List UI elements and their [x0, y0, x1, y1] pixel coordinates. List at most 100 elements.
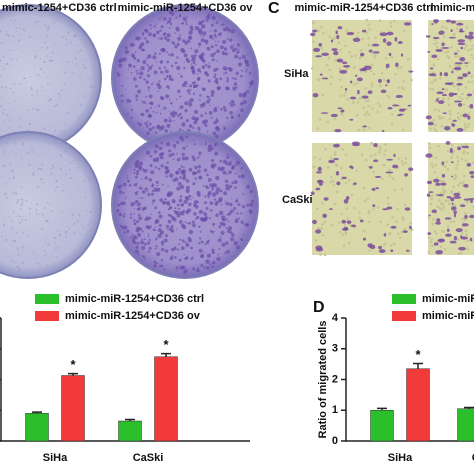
colony [178, 243, 181, 245]
cell [453, 210, 457, 214]
colony [125, 88, 127, 91]
colony [53, 21, 55, 24]
colony [180, 170, 184, 175]
dish-image [0, 131, 102, 279]
pore [454, 55, 457, 58]
colony [213, 68, 218, 72]
pore [391, 177, 395, 180]
pore [364, 87, 367, 90]
colony [201, 87, 205, 90]
colony [15, 154, 17, 156]
colony [148, 238, 151, 242]
pore [310, 67, 314, 70]
cell [336, 181, 341, 186]
cell [317, 166, 322, 172]
pore [356, 100, 360, 104]
colony [141, 32, 145, 35]
colony [143, 206, 147, 211]
colony [20, 157, 23, 160]
colony [149, 225, 152, 228]
pore [427, 236, 431, 239]
pore [448, 65, 452, 68]
pore [405, 107, 408, 111]
colony [126, 177, 128, 180]
colony [192, 57, 195, 60]
colony [194, 204, 199, 209]
cell [456, 82, 463, 86]
colony [224, 200, 226, 202]
colony [43, 61, 46, 63]
y-tick-label: 0 [332, 435, 338, 447]
colony [147, 241, 151, 245]
micrograph [310, 18, 414, 133]
colony [15, 215, 17, 217]
pore [358, 211, 361, 215]
cell [439, 182, 447, 186]
colony [235, 245, 241, 250]
colony [144, 29, 149, 33]
bar [154, 356, 178, 442]
colony [17, 253, 20, 256]
colony [4, 192, 7, 195]
pore [456, 116, 460, 119]
colony [80, 42, 82, 45]
cell [395, 94, 404, 98]
colony [30, 88, 33, 90]
colony [233, 241, 238, 246]
colony [40, 178, 43, 181]
colony [217, 253, 220, 256]
colony [152, 199, 156, 203]
colony [17, 198, 20, 201]
pore [347, 178, 351, 182]
colony [140, 66, 145, 71]
pore [431, 165, 434, 169]
cell [464, 62, 469, 64]
colony [220, 108, 223, 111]
colony [155, 226, 157, 228]
colony [191, 196, 193, 199]
bar [118, 420, 142, 442]
colony [170, 229, 175, 233]
pore [466, 247, 469, 251]
colony [171, 198, 176, 204]
colony [11, 169, 14, 172]
colony [222, 170, 227, 175]
colony [34, 65, 36, 67]
pore [460, 97, 464, 101]
pore [390, 25, 393, 28]
cell [323, 197, 329, 201]
colony [230, 231, 233, 235]
cell [361, 95, 369, 99]
colony [153, 70, 158, 75]
y-tick-label: 2 [332, 373, 338, 385]
colony [192, 92, 196, 95]
colony [178, 108, 180, 110]
colony [13, 83, 16, 85]
colony [135, 228, 140, 233]
pore [403, 203, 407, 207]
colony [163, 268, 166, 271]
colony [153, 264, 157, 268]
colony [236, 50, 240, 55]
colony [129, 213, 133, 216]
pore [437, 115, 441, 118]
colony [211, 261, 216, 265]
colony [198, 248, 203, 253]
cell [386, 158, 393, 161]
colony [46, 47, 49, 49]
cell [433, 19, 440, 23]
colony [32, 251, 35, 254]
pore [355, 81, 359, 85]
colony [208, 62, 210, 64]
colony [188, 30, 193, 35]
cell [319, 182, 323, 186]
pore [445, 88, 449, 92]
cell [356, 77, 363, 82]
colony [16, 232, 18, 235]
colony [217, 40, 220, 43]
cell [446, 196, 452, 199]
colony [39, 16, 41, 18]
colony [80, 77, 83, 80]
colony [152, 33, 156, 36]
pore [446, 54, 449, 58]
